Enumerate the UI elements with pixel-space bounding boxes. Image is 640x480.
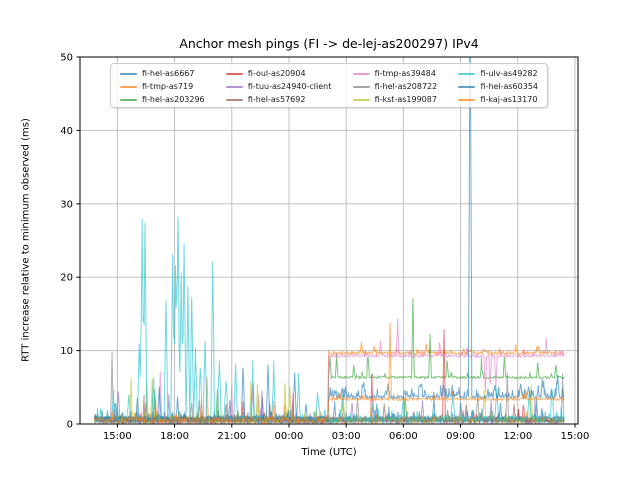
x-tick-label: 00:00 <box>275 431 304 442</box>
x-tick-label: 06:00 <box>389 431 418 442</box>
legend-item-fi-hel-as203296: fi-hel-as203296 <box>120 93 205 106</box>
legend: fi-hel-as6667 fi-tmp-as719 fi-hel-as203296… <box>110 63 548 108</box>
x-tick-label: 12:00 <box>503 431 532 442</box>
legend-item-fi-oul-as20904: fi-oul-as20904 <box>225 67 331 80</box>
legend-label: fi-hel-as203296 <box>142 94 205 104</box>
legend-item-fi-hel-as60354: fi-hel-as60354 <box>458 80 538 93</box>
x-tick-label: 03:00 <box>332 431 361 442</box>
y-tick-label: 0 <box>67 420 73 431</box>
legend-label: fi-kst-as199087 <box>374 94 437 104</box>
legend-line-swatch-icon <box>352 98 370 101</box>
series-line-fi-kaj-as13170 <box>94 322 565 424</box>
y-tick-label: 10 <box>60 346 73 357</box>
legend-line-swatch-icon <box>120 72 137 75</box>
plot-border <box>79 56 579 425</box>
legend-item-fi-kst-as199087: fi-kst-as199087 <box>352 93 438 106</box>
legend-line-swatch-icon <box>352 72 370 75</box>
legend-line-swatch-icon <box>225 98 243 101</box>
legend-item-fi-tmp-as719: fi-tmp-as719 <box>120 80 205 93</box>
legend-label: fi-oul-as20904 <box>247 68 306 78</box>
legend-line-swatch-icon <box>120 98 137 101</box>
y-tick-label: 30 <box>60 199 73 210</box>
y-tick-label: 40 <box>60 126 73 137</box>
legend-label: fi-hel-as208722 <box>374 81 438 91</box>
legend-line-swatch-icon <box>120 85 137 88</box>
x-tick-label: 09:00 <box>446 431 475 442</box>
x-axis-label: Time (UTC) <box>301 447 357 458</box>
legend-label: fi-hel-as60354 <box>480 81 538 91</box>
legend-line-swatch-icon <box>458 85 476 88</box>
y-tick-label: 20 <box>60 273 73 284</box>
legend-label: fi-tmp-as719 <box>142 81 194 91</box>
legend-label: fi-tuu-as24940-client <box>247 81 332 91</box>
legend-label: fi-hel-as6667 <box>142 68 195 78</box>
legend-label: fi-hel-as57692 <box>247 94 306 104</box>
legend-item-fi-hel-as208722: fi-hel-as208722 <box>352 80 438 93</box>
legend-item-fi-hel-as57692: fi-hel-as57692 <box>225 93 331 106</box>
y-tick-label: 50 <box>60 53 73 64</box>
legend-line-swatch-icon <box>458 98 476 101</box>
legend-line-swatch-icon <box>458 72 476 75</box>
legend-line-swatch-icon <box>225 72 243 75</box>
x-tick-label: 15:00 <box>561 431 590 442</box>
legend-item-fi-kaj-as13170: fi-kaj-as13170 <box>458 93 538 106</box>
x-tick-label: 21:00 <box>217 431 246 442</box>
legend-item-fi-hel-as6667: fi-hel-as6667 <box>120 67 205 80</box>
x-tick-label: 15:00 <box>103 431 132 442</box>
legend-item-fi-ulv-as49282: fi-ulv-as49282 <box>458 67 538 80</box>
legend-item-fi-tuu-as24940-client: fi-tuu-as24940-client <box>225 80 332 93</box>
x-tick-label: 18:00 <box>160 431 189 442</box>
legend-line-swatch-icon <box>352 85 370 88</box>
legend-line-swatch-icon <box>225 85 243 88</box>
series-group <box>94 57 565 424</box>
legend-label: fi-tmp-as39484 <box>374 68 436 78</box>
legend-label: fi-kaj-as13170 <box>480 94 538 104</box>
legend-label: fi-ulv-as49282 <box>480 68 538 78</box>
chart-title: Anchor mesh pings (FI -> de-lej-as200297… <box>179 36 479 51</box>
legend-item-fi-tmp-as39484: fi-tmp-as39484 <box>352 67 438 80</box>
